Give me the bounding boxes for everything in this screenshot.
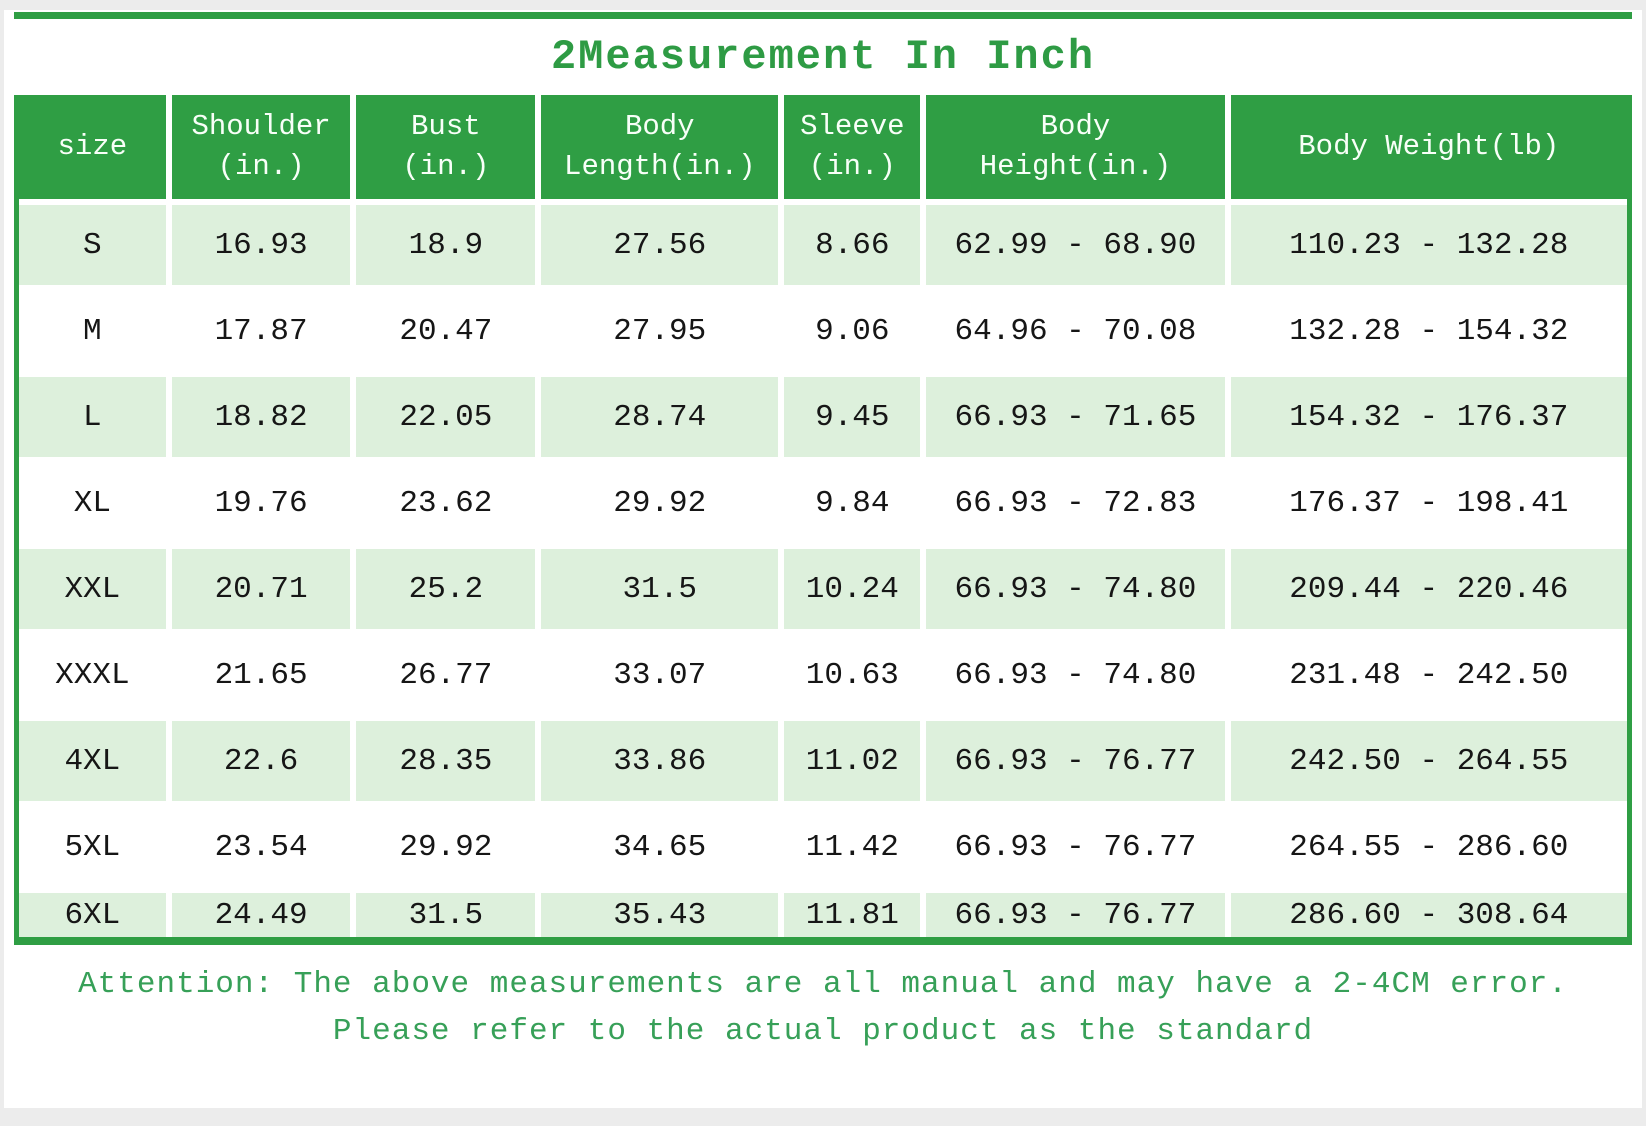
value-cell: 23.54 [171, 807, 351, 887]
value-cell: 264.55 - 286.60 [1230, 807, 1627, 887]
value-cell: 18.9 [356, 205, 536, 285]
value-cell: 9.45 [784, 377, 921, 457]
value-cell: 66.93 - 76.77 [926, 807, 1225, 887]
value-cell: 66.93 - 72.83 [926, 463, 1225, 543]
value-cell: 242.50 - 264.55 [1230, 721, 1627, 801]
size-cell: XL [19, 463, 166, 543]
value-cell: 11.42 [784, 807, 921, 887]
value-cell: 22.6 [171, 721, 351, 801]
value-cell: 33.07 [541, 635, 779, 715]
attention-line-2: Please refer to the actual product as th… [332, 1014, 1314, 1049]
attention-line-1: Attention: The above measurements are al… [78, 967, 1568, 1002]
value-cell: 209.44 - 220.46 [1230, 549, 1627, 629]
value-cell: 9.84 [784, 463, 921, 543]
value-cell: 11.81 [784, 893, 921, 937]
value-cell: 132.28 - 154.32 [1230, 291, 1627, 371]
value-cell: 154.32 - 176.37 [1230, 377, 1627, 457]
value-cell: 66.93 - 74.80 [926, 635, 1225, 715]
value-cell: 34.65 [541, 807, 779, 887]
size-cell: 4XL [19, 721, 166, 801]
value-cell: 26.77 [356, 635, 536, 715]
value-cell: 20.71 [171, 549, 351, 629]
value-cell: 19.76 [171, 463, 351, 543]
value-cell: 62.99 - 68.90 [926, 205, 1225, 285]
value-cell: 110.23 - 132.28 [1230, 205, 1627, 285]
value-cell: 27.56 [541, 205, 779, 285]
value-cell: 29.92 [356, 807, 536, 887]
value-cell: 35.43 [541, 893, 779, 937]
value-cell: 10.24 [784, 549, 921, 629]
value-cell: 18.82 [171, 377, 351, 457]
header-cell-size: size [19, 95, 166, 199]
value-cell: 33.86 [541, 721, 779, 801]
size-table-grid: size Shoulder (in.) Bust (in.) Body Leng… [14, 95, 1632, 945]
value-cell: 22.05 [356, 377, 536, 457]
value-cell: 31.5 [356, 893, 536, 937]
value-cell: 28.74 [541, 377, 779, 457]
size-cell: S [19, 205, 166, 285]
size-cell: L [19, 377, 166, 457]
size-cell: 6XL [19, 893, 166, 937]
size-cell: XXL [19, 549, 166, 629]
header-cell-body-weight: Body Weight(lb) [1230, 95, 1627, 199]
value-cell: 28.35 [356, 721, 536, 801]
value-cell: 66.93 - 76.77 [926, 893, 1225, 937]
value-cell: 231.48 - 242.50 [1230, 635, 1627, 715]
value-cell: 29.92 [541, 463, 779, 543]
size-chart-sheet: 2Measurement In Inch size Shoulder (in.)… [4, 10, 1642, 1108]
size-cell: XXXL [19, 635, 166, 715]
value-cell: 286.60 - 308.64 [1230, 893, 1627, 937]
attention-note: Attention: The above measurements are al… [4, 945, 1642, 1055]
value-cell: 21.65 [171, 635, 351, 715]
value-cell: 176.37 - 198.41 [1230, 463, 1627, 543]
header-cell-body-height: Body Height(in.) [926, 95, 1225, 199]
chart-title: 2Measurement In Inch [550, 33, 1096, 81]
value-cell: 27.95 [541, 291, 779, 371]
value-cell: 24.49 [171, 893, 351, 937]
value-cell: 66.93 - 74.80 [926, 549, 1225, 629]
value-cell: 66.93 - 71.65 [926, 377, 1225, 457]
value-cell: 16.93 [171, 205, 351, 285]
value-cell: 64.96 - 70.08 [926, 291, 1225, 371]
size-cell: 5XL [19, 807, 166, 887]
header-cell-bust: Bust (in.) [356, 95, 536, 199]
value-cell: 17.87 [171, 291, 351, 371]
value-cell: 10.63 [784, 635, 921, 715]
value-cell: 31.5 [541, 549, 779, 629]
value-cell: 8.66 [784, 205, 921, 285]
value-cell: 11.02 [784, 721, 921, 801]
value-cell: 23.62 [356, 463, 536, 543]
value-cell: 20.47 [356, 291, 536, 371]
value-cell: 9.06 [784, 291, 921, 371]
size-cell: M [19, 291, 166, 371]
header-cell-shoulder: Shoulder (in.) [171, 95, 351, 199]
value-cell: 66.93 - 76.77 [926, 721, 1225, 801]
header-cell-body-length: Body Length(in.) [541, 95, 779, 199]
value-cell: 25.2 [356, 549, 536, 629]
size-chart-table: 2Measurement In Inch size Shoulder (in.)… [14, 12, 1632, 945]
header-cell-sleeve: Sleeve (in.) [784, 95, 921, 199]
